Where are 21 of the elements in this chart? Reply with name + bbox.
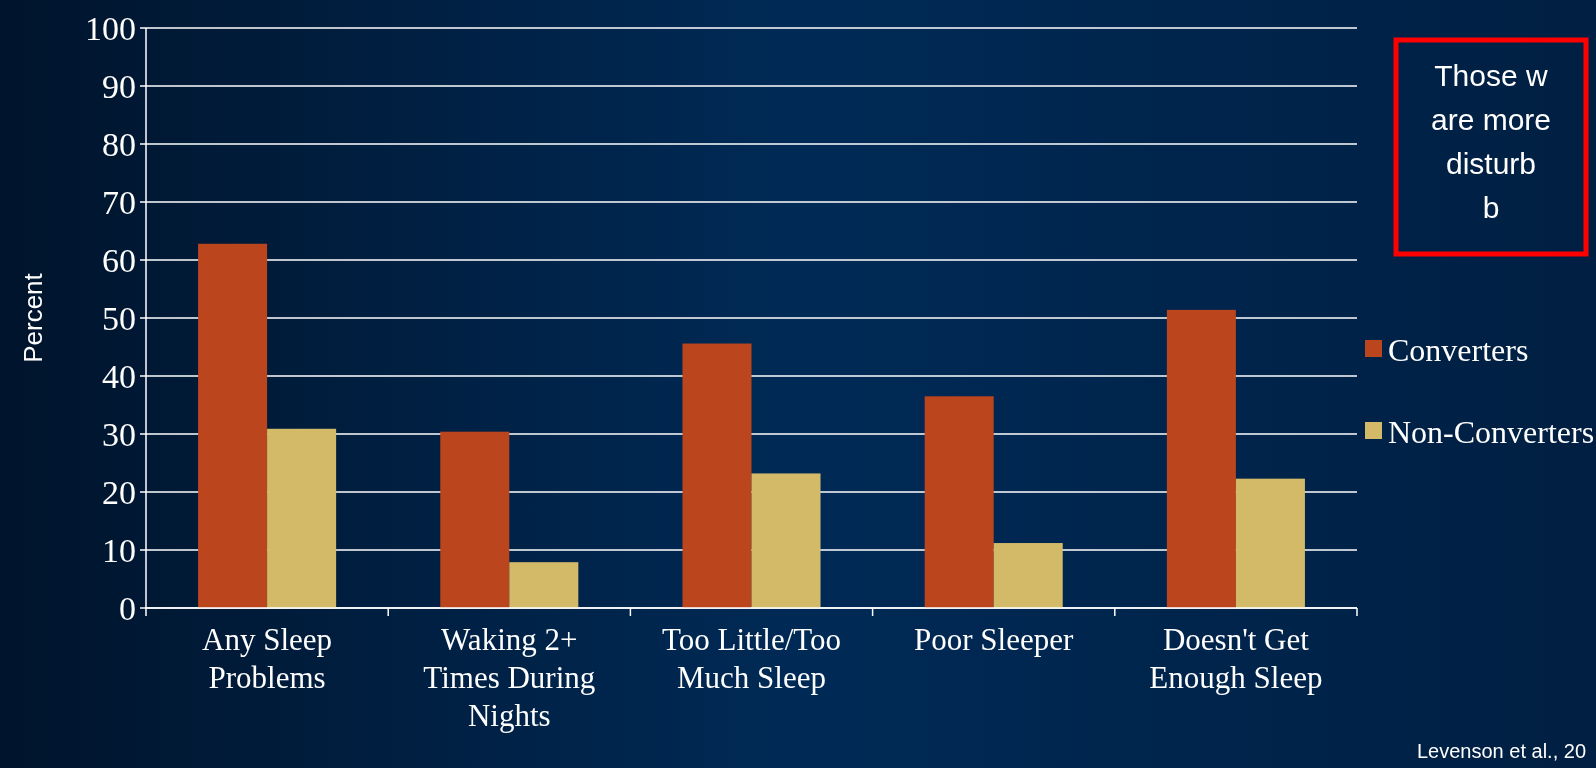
x-tick-label: Doesn't Get Enough Sleep bbox=[1149, 622, 1323, 695]
x-tick-label: Any Sleep Problems bbox=[202, 622, 333, 695]
y-tick-label: 40 bbox=[102, 357, 136, 395]
y-tick-label: 80 bbox=[102, 125, 136, 163]
y-tick-label: 10 bbox=[102, 531, 136, 569]
y-tick-label: 50 bbox=[102, 299, 136, 337]
y-tick-label: 60 bbox=[102, 241, 136, 279]
y-tick-label: 90 bbox=[102, 67, 136, 105]
y-tick-label: 30 bbox=[102, 415, 136, 453]
x-tick-label: Too Little/Too Much Sleep bbox=[661, 622, 842, 695]
y-axis-title: Percent bbox=[18, 272, 48, 363]
y-tick-label: 70 bbox=[102, 183, 136, 221]
x-tick-label: Waking 2+ Times During Nights bbox=[423, 622, 596, 733]
text: Those w are more disturb b bbox=[1430, 59, 1552, 224]
legend-label: Non-Converters bbox=[1388, 414, 1595, 451]
y-tick-label: 20 bbox=[102, 473, 136, 511]
legend-label: Converters bbox=[1388, 332, 1529, 369]
y-tick-label: 0 bbox=[119, 589, 136, 627]
text: Levenson et al., 20 bbox=[1416, 740, 1586, 762]
y-tick-label: 100 bbox=[85, 9, 136, 47]
x-tick-label: Poor Sleeper bbox=[914, 622, 1074, 657]
